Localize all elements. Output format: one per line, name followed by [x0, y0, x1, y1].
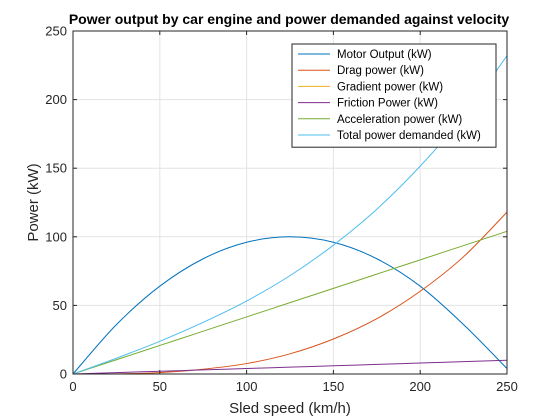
- x-tick-label: 150: [323, 379, 345, 394]
- series-line-5: [72, 230, 508, 375]
- series-line-2: [72, 211, 508, 375]
- legend-label: Drag power (kW): [337, 65, 424, 77]
- y-tick-label: 250: [45, 24, 67, 39]
- axis-ticks: 0 50 100 150 200 250 0 50 100 150 200 250: [45, 24, 518, 395]
- legend-box: [291, 43, 497, 148]
- series-line-4: [72, 359, 508, 375]
- x-tick-label: 50: [153, 379, 167, 394]
- legend-label: Motor Output (kW): [337, 49, 432, 61]
- x-tick-label: 100: [236, 379, 258, 394]
- y-tick-label: 150: [45, 161, 67, 176]
- legend: Motor Output (kW) Drag power (kW) Gradient…: [291, 43, 497, 148]
- x-tick-label: 200: [409, 379, 431, 394]
- legend-label: Total power demanded (kW): [337, 130, 481, 142]
- x-tick-label: 250: [496, 379, 518, 394]
- y-tick-label: 0: [60, 367, 67, 382]
- y-tick-label: 200: [45, 92, 67, 107]
- x-tick-label: 0: [69, 379, 76, 394]
- y-axis-title: Power (kW): [25, 163, 42, 241]
- legend-label: Gradient power (kW): [337, 81, 443, 93]
- chart-title: Power output by car engine and power dem…: [69, 11, 510, 27]
- y-tick-label: 100: [45, 229, 67, 244]
- series-line-1: [72, 236, 508, 375]
- legend-label: Acceleration power (kW): [337, 114, 462, 126]
- plot-frame: [72, 30, 508, 375]
- x-axis-title: Sled speed (km/h): [229, 400, 351, 417]
- legend-label: Friction Power (kW): [337, 98, 438, 110]
- y-tick-label: 50: [53, 298, 67, 313]
